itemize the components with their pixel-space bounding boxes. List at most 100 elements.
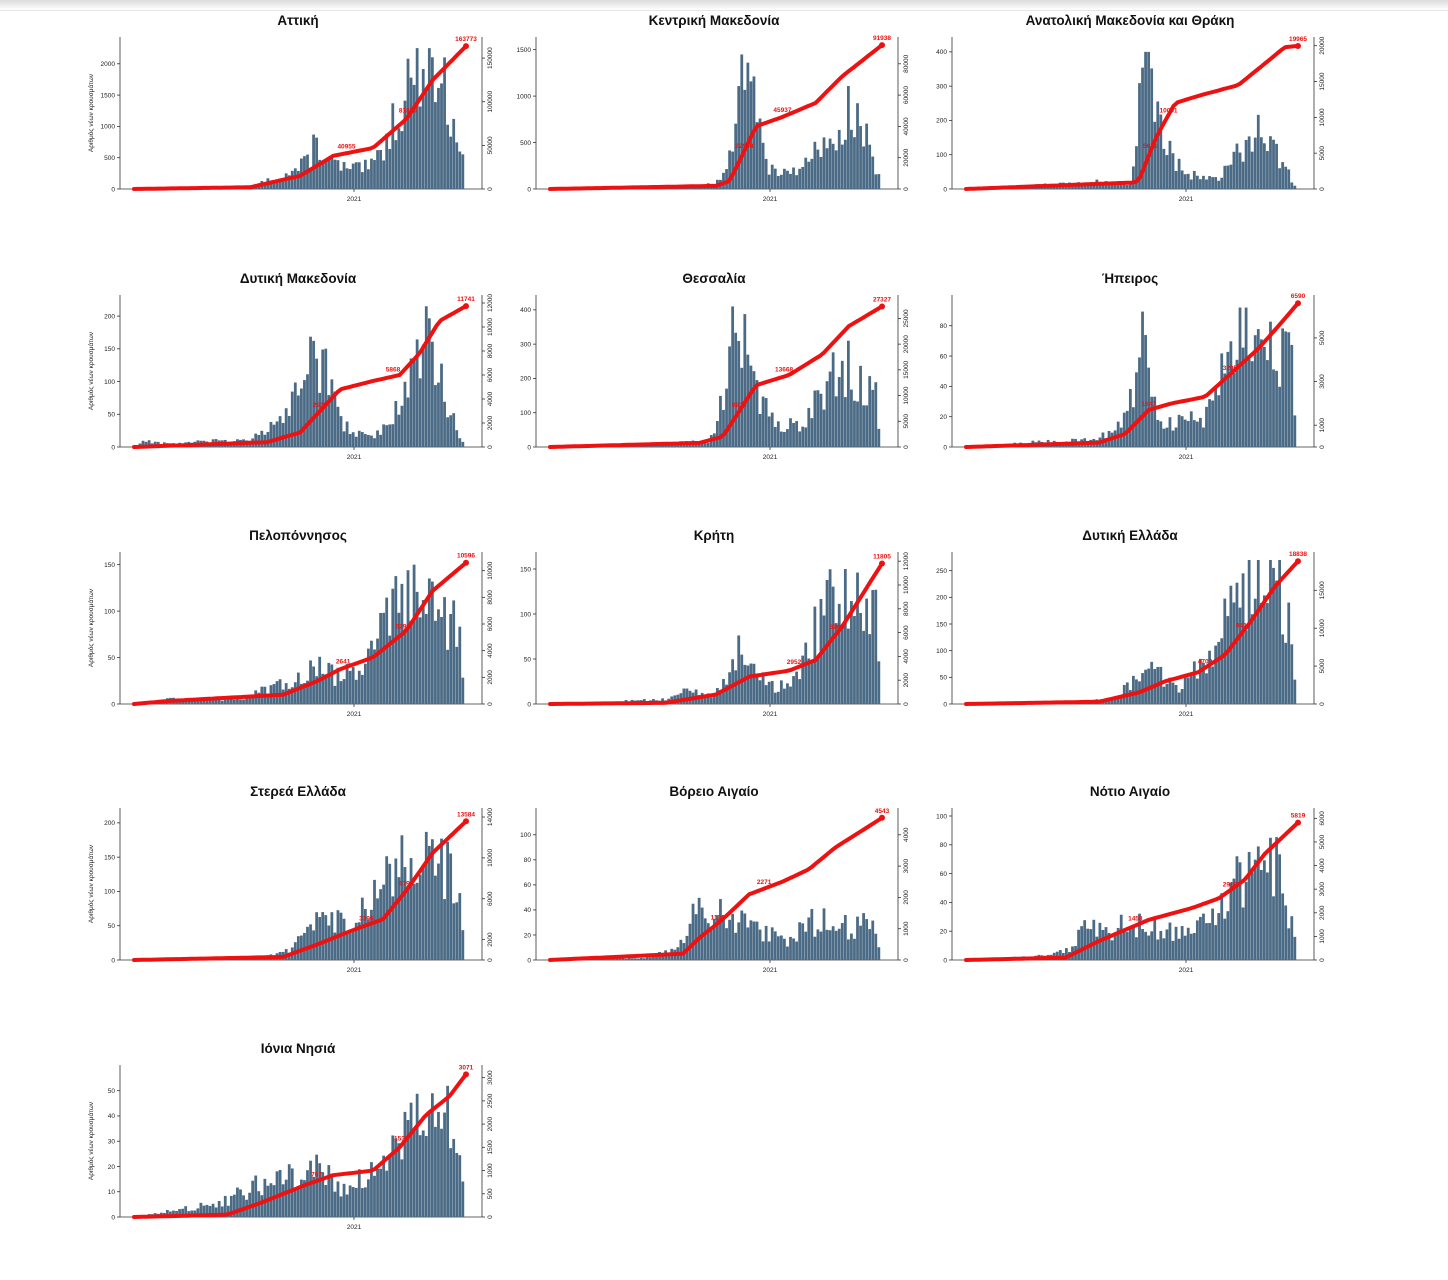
daily-bar <box>272 181 276 189</box>
daily-bar <box>1147 935 1151 960</box>
daily-bar <box>1168 922 1172 960</box>
daily-bar <box>239 1189 242 1217</box>
daily-bar <box>725 928 728 960</box>
chart-panel-5: Θεσσαλία 0 100 200 300 400 0 5000 10000 15000 2000… <box>520 271 910 461</box>
daily-bar <box>1229 164 1233 189</box>
daily-bar <box>260 430 264 447</box>
daily-bar <box>376 430 379 447</box>
daily-bar <box>783 688 786 704</box>
daily-bar <box>306 680 309 704</box>
daily-bar <box>1192 661 1196 704</box>
daily-bar <box>767 174 771 189</box>
daily-bar <box>1244 630 1248 704</box>
daily-bar <box>789 173 792 189</box>
left-tick-label: 40 <box>524 907 532 914</box>
cumulative-label: 2271 <box>757 879 772 886</box>
left-tick-label: 250 <box>936 568 947 575</box>
cumulative-label: 10001 <box>1159 107 1177 114</box>
daily-bar <box>1125 184 1129 189</box>
daily-bar <box>1235 582 1239 704</box>
daily-bar <box>388 1157 392 1217</box>
left-tick-label: 100 <box>104 379 115 386</box>
daily-bar <box>348 933 352 960</box>
daily-bar <box>1138 83 1141 189</box>
daily-bar <box>1186 927 1190 960</box>
daily-bar <box>242 699 245 704</box>
daily-bar <box>385 856 389 960</box>
daily-bar <box>1092 919 1096 960</box>
daily-bar <box>278 180 282 189</box>
daily-bar <box>712 695 716 704</box>
daily-bar <box>773 931 777 960</box>
daily-bar <box>612 958 616 960</box>
daily-bar <box>427 318 431 447</box>
daily-bar <box>813 606 817 704</box>
daily-bar <box>443 597 446 704</box>
daily-bar <box>342 161 346 189</box>
daily-bar <box>159 703 163 704</box>
cumulative-label: 1458 <box>1128 916 1143 923</box>
right-tick-label: 10000 <box>487 561 494 579</box>
right-tick-label: 150000 <box>487 47 494 69</box>
daily-bar <box>1186 173 1190 189</box>
daily-bar <box>1253 598 1257 704</box>
daily-bar <box>1171 682 1175 704</box>
daily-bar <box>391 1135 395 1217</box>
daily-bar <box>403 629 407 704</box>
daily-bar <box>798 679 802 704</box>
daily-bar <box>202 1205 206 1217</box>
daily-bar <box>1202 427 1205 447</box>
daily-bar <box>363 908 367 960</box>
left-tick-label: 100 <box>520 611 531 618</box>
daily-bar <box>840 627 844 704</box>
daily-bar <box>1275 580 1278 704</box>
right-tick-label: 1000 <box>487 1163 494 1178</box>
daily-bar <box>321 912 325 960</box>
daily-bar <box>1138 913 1141 960</box>
daily-bar <box>379 150 382 189</box>
daily-bar <box>825 579 829 704</box>
daily-bar <box>831 586 835 704</box>
cumulative-line <box>548 815 884 962</box>
daily-bar <box>749 920 753 960</box>
daily-bar <box>1122 412 1126 447</box>
daily-bar <box>452 1138 456 1217</box>
daily-bar <box>825 929 829 960</box>
daily-bar <box>363 434 367 447</box>
left-tick-label: 0 <box>943 957 947 964</box>
daily-bar <box>430 581 434 704</box>
daily-bar <box>1238 152 1242 189</box>
daily-bar <box>1116 182 1120 189</box>
daily-bar <box>373 1175 376 1217</box>
daily-bar <box>719 395 722 447</box>
daily-bar <box>1135 372 1138 447</box>
daily-bar <box>865 598 869 704</box>
daily-bar <box>373 438 376 447</box>
daily-bar <box>312 1176 315 1217</box>
daily-bar <box>1153 916 1157 960</box>
daily-bar <box>1110 698 1114 704</box>
daily-bar <box>421 1130 425 1217</box>
daily-bar <box>1214 177 1218 189</box>
daily-bar <box>327 925 331 960</box>
cumulative-label: 10596 <box>457 553 475 560</box>
daily-bar <box>792 422 795 447</box>
daily-bar <box>1122 183 1126 189</box>
left-tick-label: 150 <box>104 346 115 353</box>
daily-bar <box>831 926 835 960</box>
daily-bar <box>339 170 343 189</box>
cumulative-label: 5903 <box>830 624 845 631</box>
left-tick-label: 1500 <box>517 47 532 54</box>
daily-bar <box>324 674 328 704</box>
daily-bar <box>1135 937 1138 960</box>
daily-bar <box>309 1160 312 1217</box>
right-tick-label: 8000 <box>487 590 494 605</box>
daily-bar <box>251 697 255 704</box>
daily-bar <box>300 388 303 447</box>
daily-bar <box>1128 929 1132 960</box>
right-tick-label: 2000 <box>1319 905 1326 920</box>
left-tick-label: 200 <box>104 820 115 827</box>
left-tick-label: 0 <box>527 186 531 193</box>
daily-bar <box>1141 311 1144 447</box>
daily-bar <box>1104 438 1108 447</box>
